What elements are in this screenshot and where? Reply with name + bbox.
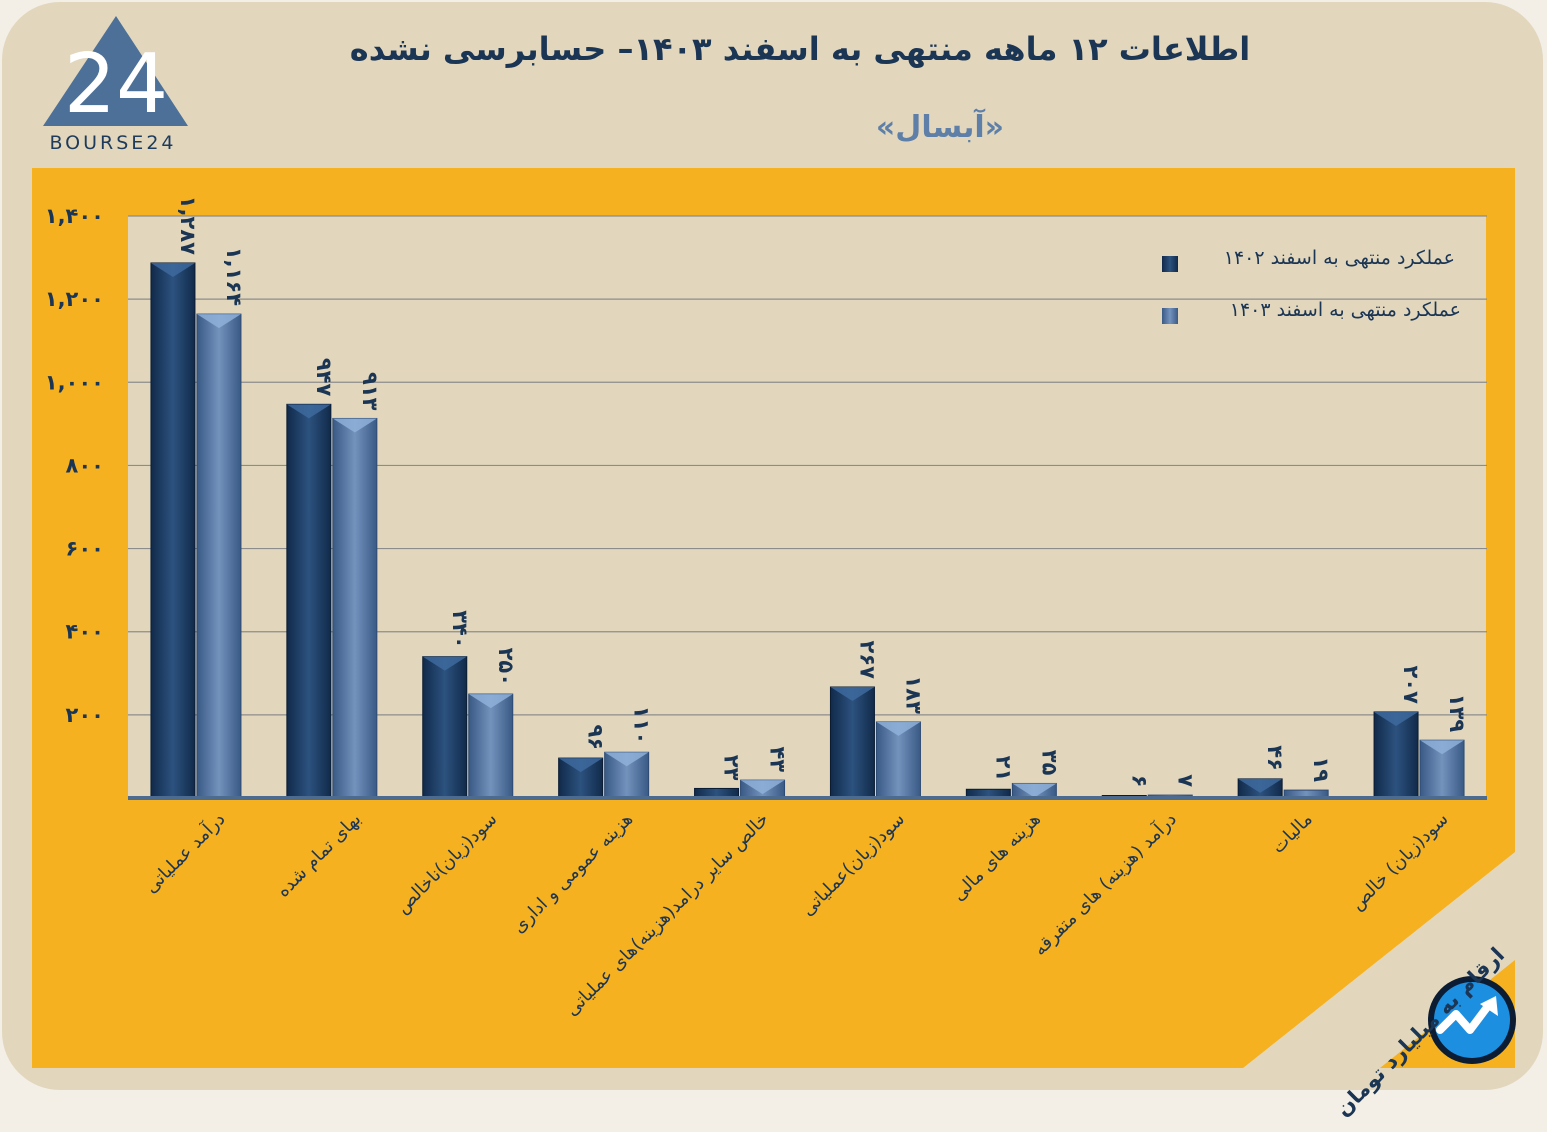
y-tick-label: ۴۰۰ [66, 620, 104, 644]
y-tick-label: ۸۰۰ [66, 453, 104, 477]
bar-bevel [196, 314, 241, 329]
value-label: ۳۴۰ [448, 610, 472, 648]
bar-bevel [422, 656, 467, 671]
bar-bevel [1238, 778, 1283, 793]
value-label: ۱۳۹ [1445, 694, 1469, 733]
page-subtitle: «آبسال» [875, 110, 1005, 145]
value-label: ۱۸۳ [901, 675, 925, 714]
value-label: ۹۶ [584, 724, 608, 750]
legend-swatch-1402 [1162, 256, 1178, 272]
bar-1403 [196, 313, 242, 799]
legend-label-1402: عملکرد منتهی به اسفند ۱۴۰۲ [1223, 247, 1455, 269]
bar-1402 [1373, 711, 1419, 799]
bar-bevel [830, 687, 875, 702]
value-label: ۱,۱۶۴ [222, 247, 246, 306]
y-tick-label: ۱,۲۰۰ [45, 287, 104, 311]
bourse24-logo: 24 [43, 16, 188, 132]
bar-bevel [332, 418, 377, 433]
bar-bevel [286, 404, 331, 419]
y-tick-label: ۶۰۰ [66, 537, 104, 561]
value-label: ۲۰۷ [1399, 665, 1423, 704]
bar-1402 [150, 262, 196, 799]
value-label: ۲۱ [991, 756, 1015, 782]
bar-bevel [558, 758, 603, 773]
trend-arrow-icon [1428, 976, 1516, 1064]
value-label: ۹۴۷ [312, 358, 336, 397]
value-label: ۱۹ [1309, 756, 1333, 782]
bar-bevel [876, 721, 921, 736]
value-label: ۴۶ [1263, 745, 1287, 771]
page-title: اطلاعات ۱۲ ماهه منتهی به اسفند ۱۴۰۳– حسا… [349, 30, 1251, 68]
legend-label-1403: عملکرد منتهی به اسفند ۱۴۰۳ [1229, 299, 1461, 321]
bar-bevel [1012, 783, 1057, 798]
bar-bevel [740, 780, 785, 795]
y-tick-label: ۲۰۰ [66, 703, 104, 727]
bar-1403 [468, 693, 514, 799]
bar-bevel [1420, 740, 1465, 755]
value-label: ۱۱۰ [630, 706, 654, 744]
bar-bevel [468, 694, 513, 709]
value-label: ۱,۲۸۷ [176, 196, 200, 255]
y-tick-label: ۱,۴۰۰ [45, 204, 104, 228]
logo-mark: 24 [64, 37, 168, 132]
y-tick-label: ۱,۰۰۰ [45, 370, 104, 394]
value-label: ۶ [1127, 775, 1151, 788]
bar-1402 [286, 403, 332, 799]
bar-1403 [332, 417, 378, 799]
bar-bevel [150, 262, 195, 277]
value-label: ۴۳ [766, 746, 790, 772]
value-label: ۹۱۳ [358, 372, 382, 411]
bar-bevel [604, 752, 649, 767]
bar-bevel [1374, 711, 1419, 726]
value-label: ۲۵۰ [494, 648, 518, 686]
bar-1402 [422, 656, 468, 799]
value-label: ۷ [1173, 774, 1197, 787]
legend-swatch-1403 [1162, 308, 1178, 324]
value-label: ۲۶۷ [855, 641, 879, 680]
logo-text: BOURSE24 [49, 132, 177, 154]
value-label: ۳۵ [1037, 750, 1061, 776]
bar-1402 [829, 686, 875, 799]
value-label: ۲۳ [720, 755, 744, 781]
